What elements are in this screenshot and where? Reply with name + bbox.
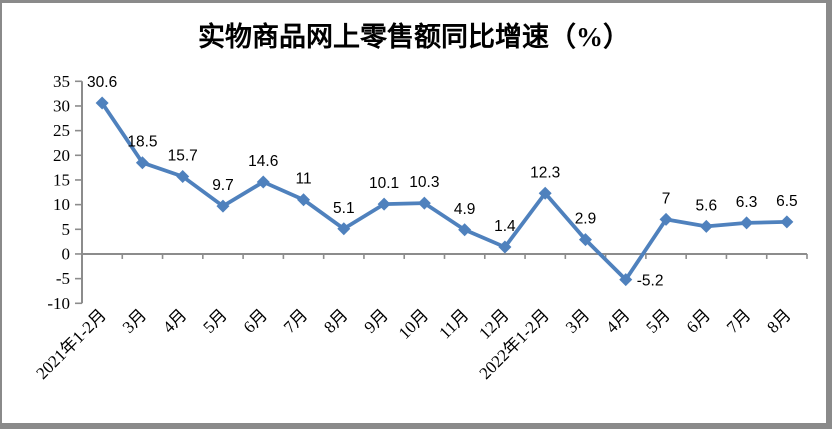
chart-title: 实物商品网上零售额同比增速（%）: [198, 22, 630, 52]
data-point-marker: [135, 156, 149, 170]
y-axis-tick-label: 10: [53, 195, 70, 214]
data-point-marker: [176, 170, 190, 184]
data-point-label: 7: [662, 190, 671, 207]
x-axis-category-label: 8月: [763, 305, 794, 336]
data-point-label: 4.9: [454, 201, 476, 218]
data-point-label: 18.5: [127, 134, 157, 151]
data-point-label: 2.9: [575, 211, 597, 228]
data-point-marker: [619, 273, 633, 287]
data-point-marker: [699, 219, 713, 233]
y-axis-tick-label: 30: [53, 96, 70, 115]
y-axis-tick-label: -5: [56, 269, 70, 288]
x-axis-category-label: 10月: [395, 305, 432, 342]
data-point-label: 10.1: [369, 175, 399, 192]
data-point-marker: [498, 240, 512, 254]
x-axis-category-label: 5月: [199, 305, 230, 336]
data-point-label: -5.2: [637, 273, 664, 290]
x-axis-category-label: 9月: [360, 305, 391, 336]
data-point-label: 12.3: [530, 164, 560, 181]
x-axis-category-label: 7月: [723, 305, 754, 336]
data-point-label: 6.3: [736, 194, 758, 211]
data-point-marker: [256, 175, 270, 189]
y-axis-tick-label: 0: [62, 244, 71, 263]
data-point-marker: [659, 212, 673, 226]
data-point-marker: [216, 199, 230, 213]
data-point-label: 6.5: [776, 193, 798, 210]
data-point-marker: [95, 96, 109, 110]
data-point-label: 10.3: [409, 174, 439, 191]
x-axis-category-label: 8月: [320, 305, 351, 336]
data-point-marker: [740, 216, 754, 230]
data-point-label: 11: [295, 171, 311, 188]
x-axis-category-label: 3月: [562, 305, 593, 336]
data-point-marker: [337, 222, 351, 236]
x-axis-category-label: 2021年1-2月: [32, 305, 110, 383]
data-point-marker: [578, 233, 592, 247]
data-series-line: [100, 101, 789, 282]
data-point-label: 15.7: [168, 148, 198, 165]
y-axis-tick-label: 25: [53, 121, 70, 140]
data-point-marker: [458, 223, 472, 237]
data-point-marker: [297, 193, 311, 207]
y-axis-tick-label: 15: [53, 170, 70, 189]
data-point-marker: [377, 197, 391, 211]
x-axis-category-label: 4月: [602, 305, 633, 336]
x-axis-category-label: 4月: [159, 305, 190, 336]
data-point-marker: [417, 196, 431, 210]
x-axis-category-label: 11月: [435, 305, 472, 342]
data-point-label: 14.6: [248, 153, 278, 170]
y-axis-tick-label: 5: [62, 220, 71, 239]
data-point-marker: [780, 215, 794, 229]
data-point-label: 1.4: [494, 218, 516, 235]
data-point-label: 5.1: [333, 200, 355, 217]
data-point-label: 9.7: [212, 177, 234, 194]
x-axis-category-label: 7月: [280, 305, 311, 336]
data-point-label: 30.6: [87, 74, 117, 91]
x-axis-category-label: 5月: [642, 305, 673, 336]
y-axis-tick-label: 20: [53, 146, 70, 165]
y-axis-tick-label: -10: [47, 294, 70, 313]
data-point-marker: [538, 186, 552, 200]
x-axis-category-label: 6月: [240, 305, 271, 336]
x-axis-category-label: 3月: [119, 305, 150, 336]
x-axis-category-label: 6月: [683, 305, 714, 336]
data-point-label: 5.6: [696, 197, 718, 214]
y-axis-tick-label: 35: [53, 72, 70, 91]
